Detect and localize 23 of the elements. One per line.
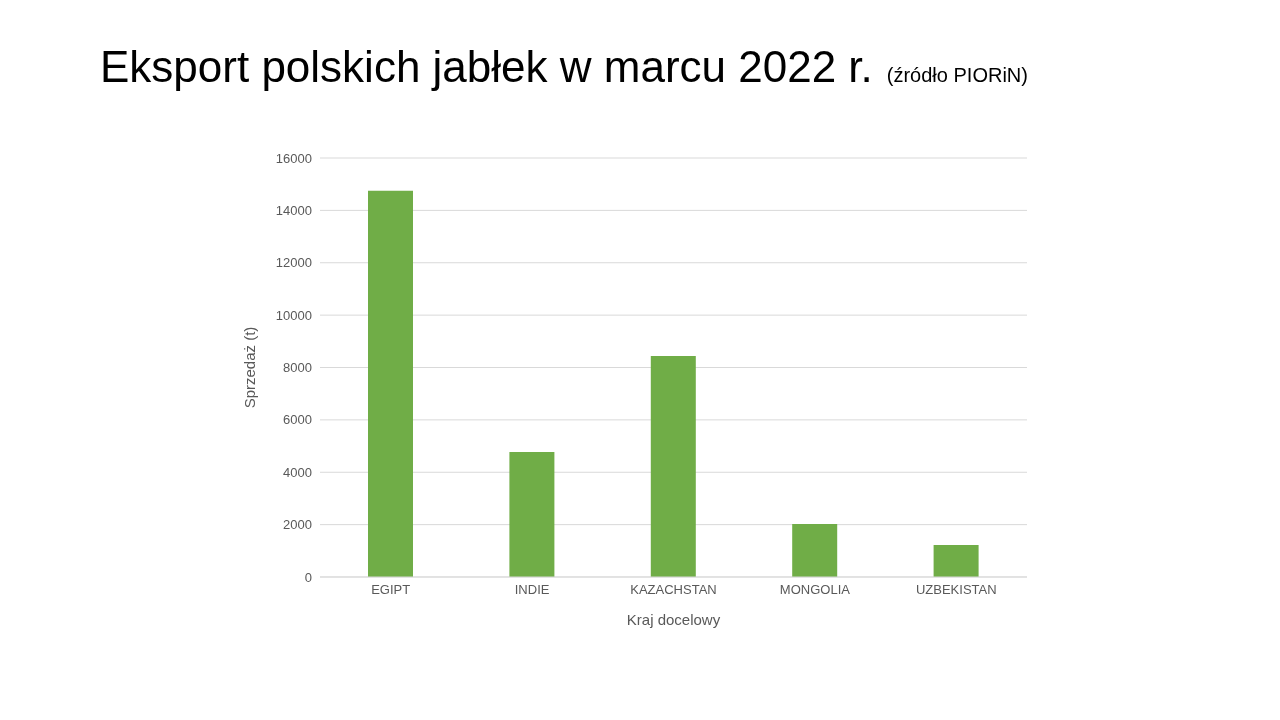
x-tick-label: EGIPT — [371, 582, 411, 598]
y-axis-title: Sprzedaż (t) — [241, 326, 259, 409]
y-tick-label: 10000 — [275, 307, 312, 323]
x-axis-title: Kraj docelowy — [626, 611, 721, 628]
bar — [650, 355, 696, 577]
x-tick-label: UZBEKISTAN — [915, 582, 997, 598]
y-tick-label: 12000 — [275, 255, 312, 271]
y-tick-label: 4000 — [283, 464, 312, 480]
chart-title: Eksport polskich jabłek w marcu 2022 r. — [100, 42, 873, 91]
bar — [933, 545, 979, 577]
bar — [509, 452, 555, 577]
y-tick-label: 6000 — [283, 412, 312, 428]
chart-subtitle: (źródło PIORiN) — [886, 64, 1028, 86]
x-tick-label: KAZACHSTAN — [630, 582, 717, 598]
bar — [368, 190, 413, 577]
x-tick-label: INDIE — [514, 582, 550, 598]
y-tick-label: 16000 — [275, 150, 312, 166]
y-tick-label: 14000 — [275, 202, 312, 218]
y-tick-label: 8000 — [283, 360, 312, 376]
y-tick-label: 0 — [304, 569, 312, 585]
y-tick-label: 2000 — [283, 517, 312, 533]
bar — [792, 524, 838, 577]
x-tick-label: MONGOLIA — [779, 582, 851, 598]
